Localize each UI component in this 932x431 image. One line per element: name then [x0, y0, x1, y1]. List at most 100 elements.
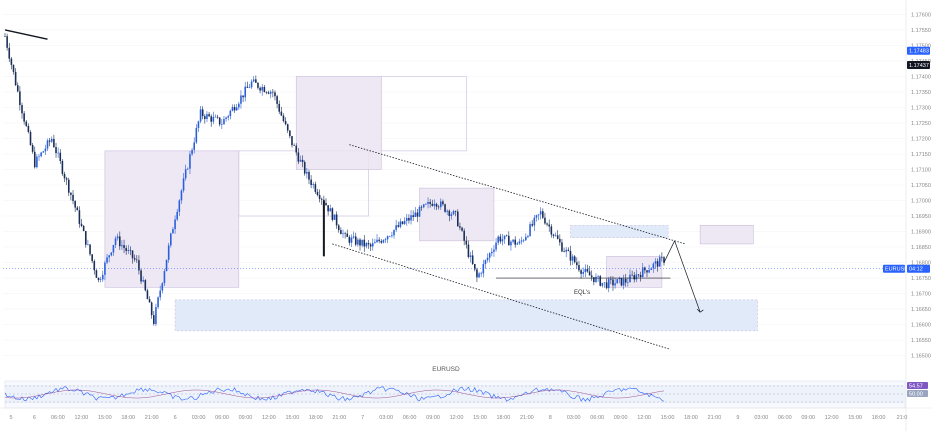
- candle-body[interactable]: [480, 273, 482, 274]
- candle-body[interactable]: [118, 236, 121, 247]
- candle-body[interactable]: [497, 236, 499, 243]
- candle-body[interactable]: [567, 249, 570, 251]
- candle-body[interactable]: [616, 279, 619, 284]
- candle-body[interactable]: [208, 114, 210, 117]
- candle-body[interactable]: [46, 140, 49, 149]
- candle-body[interactable]: [274, 92, 276, 97]
- candle-body[interactable]: [563, 251, 565, 253]
- candle-body[interactable]: [204, 116, 206, 120]
- candle-body[interactable]: [136, 259, 138, 261]
- candle-body[interactable]: [189, 154, 191, 169]
- candle-body[interactable]: [170, 233, 172, 246]
- candle-body[interactable]: [661, 257, 663, 258]
- candle-body[interactable]: [312, 184, 315, 185]
- candle-body[interactable]: [550, 226, 553, 235]
- candle-body[interactable]: [116, 236, 119, 239]
- candle-body[interactable]: [195, 128, 198, 143]
- candle-body[interactable]: [110, 252, 113, 256]
- candle-body[interactable]: [140, 270, 142, 282]
- candle-body[interactable]: [212, 116, 215, 122]
- candle-body[interactable]: [652, 263, 655, 269]
- candle-body[interactable]: [397, 225, 400, 227]
- candle-body[interactable]: [163, 271, 166, 284]
- candle-body[interactable]: [337, 225, 340, 231]
- candle-body[interactable]: [176, 211, 178, 220]
- candle-body[interactable]: [399, 221, 402, 227]
- candle-body[interactable]: [486, 257, 489, 261]
- channel-upper-line[interactable]: [349, 144, 686, 245]
- candle-body[interactable]: [454, 210, 457, 212]
- candle-body[interactable]: [78, 210, 81, 224]
- candle-body[interactable]: [593, 277, 595, 283]
- candle-body[interactable]: [539, 211, 542, 215]
- candle-body[interactable]: [291, 136, 293, 146]
- candle-body[interactable]: [331, 208, 334, 220]
- oscillator-pane[interactable]: 54.57 50.00: [4, 380, 928, 409]
- candle-body[interactable]: [571, 256, 574, 261]
- candle-body[interactable]: [210, 116, 213, 122]
- candle-body[interactable]: [101, 274, 104, 280]
- candle-body[interactable]: [580, 270, 582, 274]
- candle-body[interactable]: [635, 274, 638, 280]
- candle-body[interactable]: [529, 224, 531, 236]
- candle-body[interactable]: [346, 233, 349, 237]
- candle-body[interactable]: [72, 194, 74, 201]
- candle-body[interactable]: [306, 171, 308, 174]
- candle-body[interactable]: [286, 124, 289, 131]
- candle-body[interactable]: [295, 145, 298, 153]
- candle-body[interactable]: [395, 225, 397, 230]
- candle-body[interactable]: [469, 255, 472, 257]
- projection-line-up[interactable]: [663, 240, 675, 263]
- candle-body[interactable]: [278, 103, 281, 112]
- candle-body[interactable]: [378, 239, 380, 242]
- candle-body[interactable]: [4, 36, 6, 37]
- candle-body[interactable]: [238, 103, 240, 108]
- candle-body[interactable]: [252, 79, 255, 82]
- candle-body[interactable]: [408, 217, 410, 221]
- candle-body[interactable]: [310, 179, 312, 185]
- candle-body[interactable]: [654, 261, 657, 264]
- candle-body[interactable]: [644, 267, 646, 271]
- candle-body[interactable]: [531, 224, 533, 226]
- candle-body[interactable]: [289, 130, 291, 137]
- candle-body[interactable]: [293, 145, 295, 146]
- candle-body[interactable]: [157, 297, 159, 308]
- candle-body[interactable]: [405, 217, 408, 221]
- candle-body[interactable]: [412, 215, 414, 217]
- candle-body[interactable]: [303, 162, 306, 174]
- candle-body[interactable]: [386, 236, 389, 240]
- candle-body[interactable]: [42, 151, 45, 153]
- candle-body[interactable]: [578, 265, 580, 271]
- candle-body[interactable]: [493, 249, 495, 252]
- candle-body[interactable]: [527, 235, 529, 237]
- candle-body[interactable]: [12, 64, 15, 72]
- candle-body[interactable]: [129, 249, 132, 251]
- candle-body[interactable]: [629, 274, 631, 283]
- candle-body[interactable]: [216, 116, 219, 118]
- candle-body[interactable]: [221, 124, 223, 125]
- candle-body[interactable]: [19, 91, 21, 106]
- candle-body[interactable]: [410, 215, 412, 221]
- candle-body[interactable]: [348, 236, 351, 243]
- candle-body[interactable]: [63, 173, 66, 179]
- candle-body[interactable]: [84, 231, 87, 245]
- candle-body[interactable]: [155, 307, 157, 324]
- candle-body[interactable]: [31, 145, 34, 152]
- candle-body[interactable]: [429, 201, 431, 204]
- candle-body[interactable]: [50, 138, 53, 142]
- candle-body[interactable]: [329, 208, 332, 212]
- candle-body[interactable]: [427, 201, 429, 204]
- candle-body[interactable]: [437, 206, 440, 208]
- candle-body[interactable]: [450, 214, 453, 216]
- candle-body[interactable]: [259, 87, 261, 91]
- candle-body[interactable]: [639, 274, 642, 278]
- candle-body[interactable]: [537, 214, 540, 216]
- candle-body[interactable]: [29, 132, 32, 146]
- candle-body[interactable]: [67, 179, 70, 193]
- candle-body[interactable]: [240, 95, 242, 104]
- candle-body[interactable]: [87, 244, 89, 246]
- candle-body[interactable]: [38, 156, 40, 157]
- candle-body[interactable]: [425, 203, 427, 205]
- candle-body[interactable]: [474, 263, 476, 270]
- candle-body[interactable]: [263, 86, 266, 93]
